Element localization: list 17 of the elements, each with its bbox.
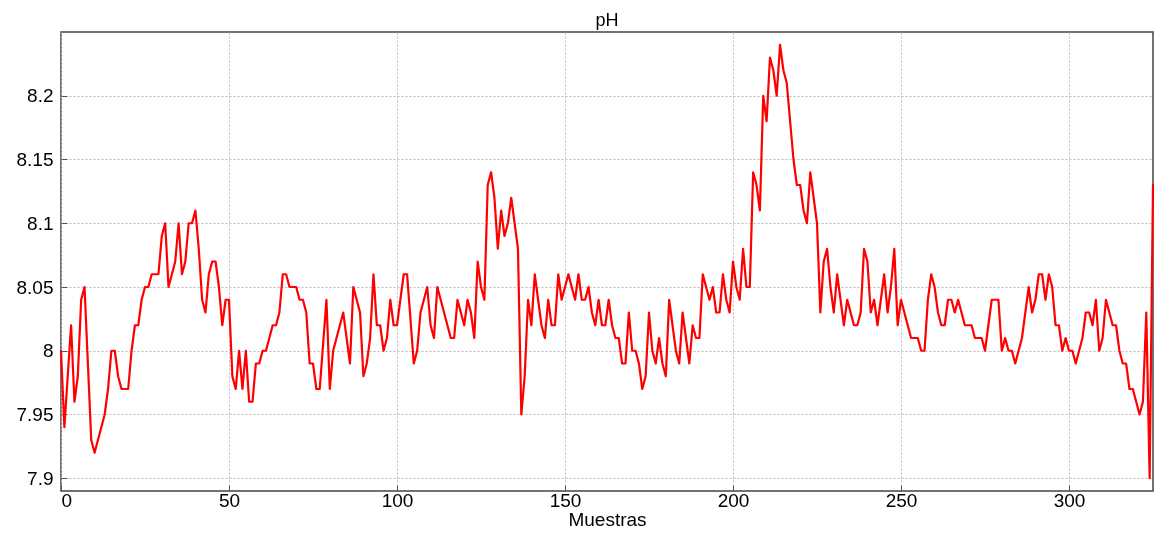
x-tick-label: 50 xyxy=(218,489,241,511)
x-tick-label: 250 xyxy=(885,489,918,511)
x-tick-label: 0 xyxy=(61,489,73,511)
y-tick-label: 8.2 xyxy=(27,85,54,107)
x-tick-label: 100 xyxy=(381,489,414,511)
y-tick-label: 8.05 xyxy=(16,276,54,298)
line-series xyxy=(59,43,1154,480)
y-tick-label: 8.1 xyxy=(27,212,54,234)
y-tick-label: 8 xyxy=(42,340,54,362)
x-tick-label: 200 xyxy=(717,489,750,511)
y-tick-label: 7.95 xyxy=(16,404,54,425)
y-tick-label: 8.15 xyxy=(16,149,54,170)
x-tick-label: 300 xyxy=(1053,489,1086,511)
y-tick-label: 7.9 xyxy=(27,467,54,489)
chart-title: pH xyxy=(595,10,619,30)
x-tick-label: 150 xyxy=(549,489,582,511)
x-axis-title: Muestras xyxy=(568,508,647,530)
